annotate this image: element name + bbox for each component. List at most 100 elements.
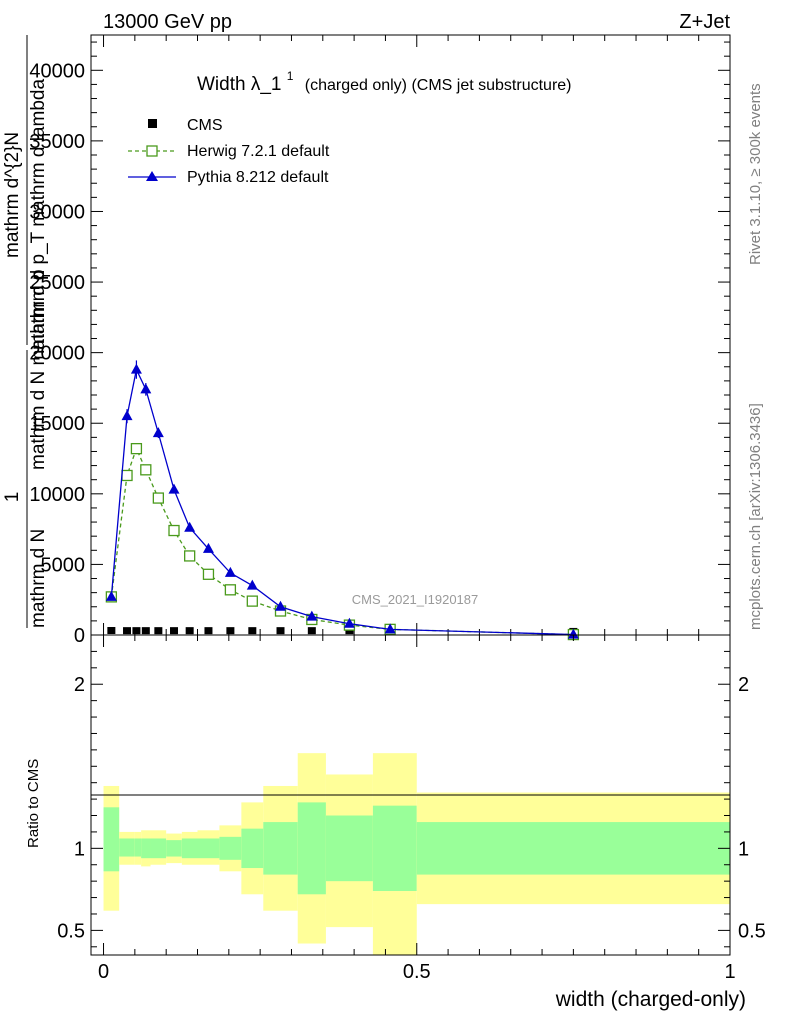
herwig-data-point <box>246 595 258 607</box>
cms-data-point <box>154 627 163 635</box>
series-line-2 <box>110 367 574 636</box>
legend-herwig-label: Herwig 7.2.1 default <box>187 143 330 160</box>
plot-title-rest: (charged only) (CMS jet substructure) <box>305 77 572 94</box>
y-label-right-bottom: mathrm d p_T mathrm d lambda <box>28 79 49 350</box>
cms-data-point <box>307 627 316 635</box>
ratio-inner-band <box>150 838 167 859</box>
ratio-y-tick-label-right: 1 <box>738 838 749 860</box>
cms-data-point <box>185 627 194 635</box>
y-tick-label: 15000 <box>29 413 85 435</box>
ratio-inner-band <box>141 838 151 859</box>
plot-title-main: Width λ_1 <box>197 74 281 95</box>
energy-label: 13000 GeV pp <box>103 11 232 33</box>
y-axis-label: 1 mathrm d N mathrm d N mathrm d p mathr… <box>2 35 49 628</box>
cms-data-point <box>170 627 179 635</box>
herwig-data-point <box>140 464 152 476</box>
ratio-axis-ticks: 0.5 0.51 12 20 0.5 1 <box>57 635 766 983</box>
y-label-numerator: 1 <box>2 492 23 503</box>
legend-herwig-marker <box>146 145 158 157</box>
pythia-data-point <box>168 483 180 494</box>
ratio-inner-band <box>219 836 242 860</box>
cms-data-point <box>248 627 257 635</box>
y-tick-label: 35000 <box>29 131 85 153</box>
main-plot: 0 5000 10000 15000 20000 25000 30000 35000 40000… <box>2 34 731 647</box>
ratio-y-tick-label-right: 2 <box>738 674 749 696</box>
pythia-data-point <box>275 600 287 611</box>
legend-pythia-marker <box>146 171 158 181</box>
pythia-data-point <box>152 427 164 438</box>
ratio-plot-frame <box>90 634 731 956</box>
x-tick-label: 0 <box>98 961 109 983</box>
y-tick-label: 30000 <box>29 201 85 223</box>
legend: CMS Herwig 7.2.1 default Pythia 8.212 de… <box>128 117 330 186</box>
legend-cms-label: CMS <box>187 117 223 134</box>
ratio-inner-band <box>263 822 298 875</box>
herwig-data-point <box>224 584 237 596</box>
herwig-data-point <box>184 550 196 562</box>
analysis-watermark: CMS_2021_I1920187 <box>352 592 479 607</box>
pythia-data-point <box>202 542 214 553</box>
ratio-y-tick-label-left: 1 <box>74 838 85 860</box>
ratio-inner-band <box>325 815 373 882</box>
pythia-data-point <box>384 623 396 634</box>
pythia-data-point <box>224 566 236 577</box>
main-axis-ticks: 0 5000 10000 15000 20000 25000 30000 35000 40000 <box>29 35 731 647</box>
y-label-denominator: mathrm d N <box>28 529 49 628</box>
y-label-left-inner: mathrm d N mathrm d p <box>28 269 49 470</box>
y-tick-label: 5000 <box>41 554 86 576</box>
herwig-data-point <box>168 524 180 537</box>
cms-data-point <box>123 627 132 635</box>
pythia-data-point <box>121 410 133 421</box>
pythia-data-point <box>567 628 579 639</box>
mcplots-label: mcplots.cern.ch [arXiv:1306.3436] <box>747 403 764 630</box>
y-tick-label: 25000 <box>29 272 85 294</box>
ratio-inner-band <box>181 838 198 859</box>
pythia-data-point <box>140 383 152 394</box>
herwig-data-point <box>152 492 164 504</box>
ratio-plot: 0.5 0.51 12 20 0.5 1 Ratio to CMS width (char… <box>25 634 766 1011</box>
cms-data-point <box>276 627 285 635</box>
ratio-inner-band <box>197 838 220 859</box>
y-tick-label: 20000 <box>29 343 85 365</box>
herwig-data-point <box>130 442 143 455</box>
ratio-y-label: Ratio to CMS <box>25 759 42 848</box>
pythia-data-point <box>184 521 196 532</box>
pythia-data-point <box>306 610 318 621</box>
rivet-label: Rivet 3.1.10, ≥ 300k events <box>747 83 764 265</box>
cms-data-point <box>107 627 116 635</box>
ratio-y-tick-label-left: 2 <box>74 674 85 696</box>
ratio-inner-band <box>134 838 142 857</box>
pythia-data-point <box>105 590 117 601</box>
y-label-right-top: mathrm d^{2}N <box>2 132 23 258</box>
pythia-data-point <box>343 617 355 628</box>
y-tick-label: 0 <box>74 625 85 647</box>
ratio-inner-band <box>241 828 264 869</box>
cms-data-point <box>204 627 213 635</box>
ratio-inner-band <box>416 822 730 875</box>
ratio-inner-band <box>103 807 120 872</box>
y-tick-label: 10000 <box>29 484 85 506</box>
y-tick-label: 40000 <box>29 60 85 82</box>
x-tick-label: 0.5 <box>403 961 431 983</box>
plot-title-sup: 1 <box>287 69 294 83</box>
pythia-data-point <box>130 363 142 374</box>
ratio-y-tick-label-left: 0.5 <box>57 920 85 942</box>
legend-pythia-label: Pythia 8.212 default <box>187 169 329 186</box>
pythia-data-point <box>246 579 258 590</box>
main-series <box>105 360 580 641</box>
ratio-inner-band <box>297 802 326 895</box>
ratio-inner-band <box>372 805 417 891</box>
herwig-data-point <box>121 469 133 482</box>
series-line-1 <box>110 446 574 636</box>
ratio-y-tick-label-right: 0.5 <box>738 920 766 942</box>
cms-data-point <box>226 627 235 635</box>
x-tick-label: 1 <box>724 961 735 983</box>
x-axis-label: width (charged-only) <box>555 988 746 1011</box>
cms-data-point <box>132 627 141 635</box>
process-label: Z+Jet <box>679 11 730 33</box>
ratio-inner-band <box>119 838 135 857</box>
ratio-inner-band <box>166 840 182 857</box>
legend-cms-marker <box>148 119 157 128</box>
ratio-bands <box>103 753 730 955</box>
